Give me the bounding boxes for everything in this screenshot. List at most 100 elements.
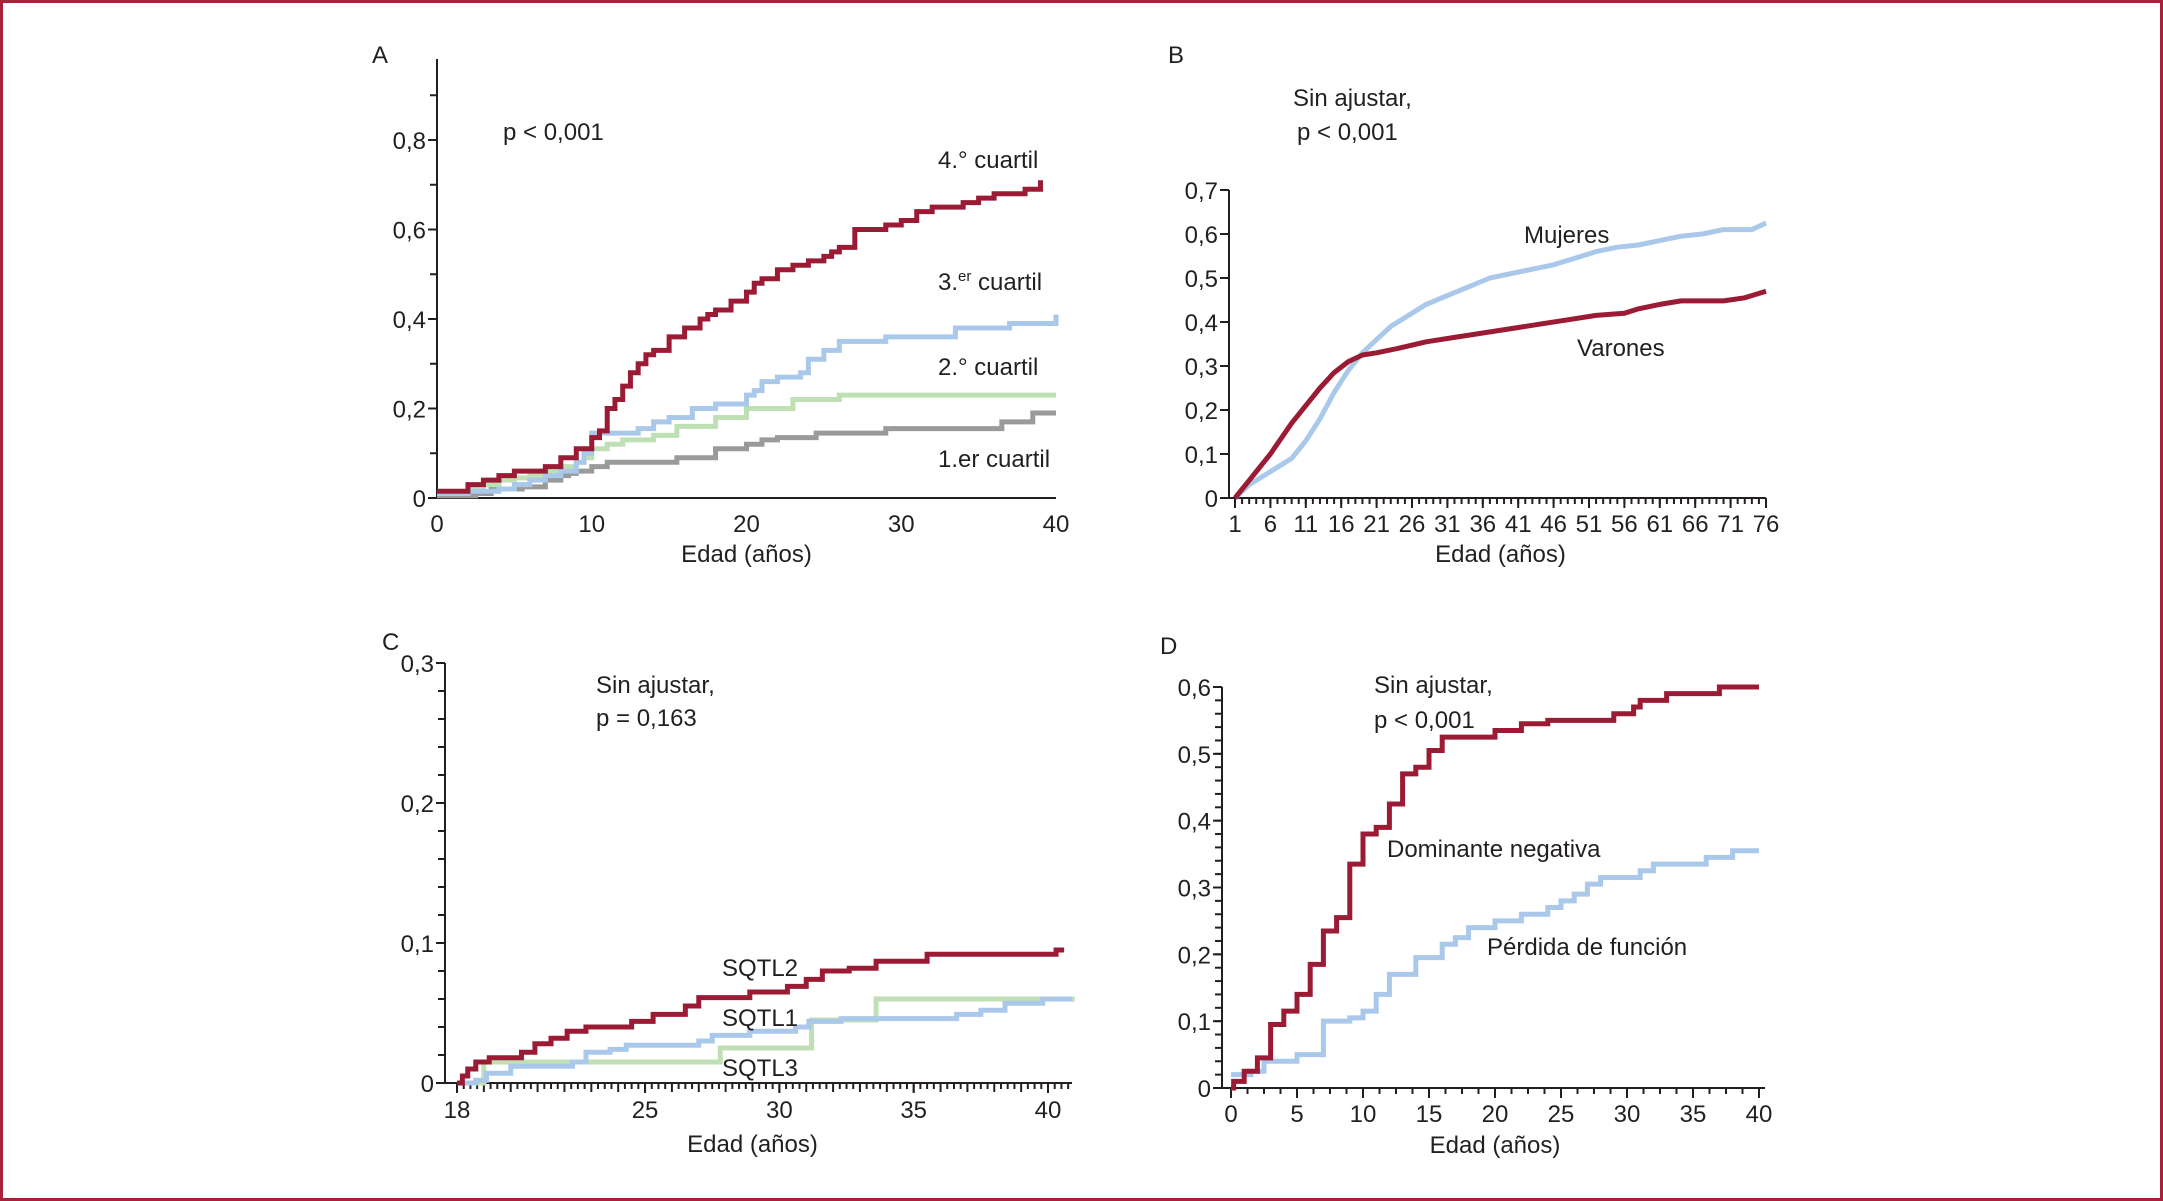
x-tick-label: 71	[1717, 511, 1744, 538]
y-tick-label: 0,1	[1178, 1009, 1211, 1036]
y-tick-label: 0,3	[401, 651, 434, 678]
series-line-p-rdida-de-funci-n	[1231, 848, 1759, 1078]
y-tick-label: 0,5	[1178, 742, 1211, 769]
series-label: Dominante negativa	[1387, 836, 1601, 863]
x-tick-label: 20	[733, 511, 760, 538]
x-tick-label: 76	[1753, 511, 1780, 538]
series-label-base: 3.	[938, 269, 958, 296]
x-tick-label: 40	[1035, 1097, 1062, 1124]
x-tick-label: 10	[578, 511, 605, 538]
y-tick-label: 0,7	[1185, 178, 1218, 205]
y-tick-label: 0,2	[1185, 398, 1218, 425]
x-tick-label: 26	[1399, 511, 1426, 538]
series-label: SQTL3	[722, 1055, 798, 1082]
y-tick-label: 0,8	[393, 128, 426, 155]
x-tick-label: 30	[766, 1097, 793, 1124]
y-tick-label: 0	[413, 486, 426, 513]
x-tick-label: 0	[1224, 1101, 1237, 1128]
series-label: 1.er cuartil	[938, 446, 1050, 473]
panel-b-sexo: B00,10,20,30,40,50,60,71 6 11 16 21 26 31 36 41 4…	[1168, 42, 1779, 568]
x-tick-label: 40	[1746, 1101, 1773, 1128]
x-axis-label: Edad (años)	[681, 541, 812, 568]
y-tick-label: 0,5	[1185, 266, 1218, 293]
x-tick-label: 35	[1680, 1101, 1707, 1128]
series-label: SQTL2	[722, 955, 798, 982]
x-tick-label: 11	[1293, 511, 1318, 538]
x-tick-label: 1	[1228, 511, 1241, 538]
x-tick-label: 0	[430, 511, 443, 538]
p-value-annotation: p = 0,163	[596, 705, 697, 732]
series-line-3-er-cuartil	[437, 314, 1059, 497]
x-axis-label: Edad (años)	[687, 1131, 818, 1158]
y-tick-label: 0,4	[1185, 310, 1218, 337]
p-value-annotation: p < 0,001	[1297, 119, 1398, 146]
series-label-sup: er	[958, 268, 971, 285]
x-tick-label: 30	[888, 511, 915, 538]
y-tick-label: 0,4	[393, 307, 426, 334]
y-tick-label: 0,2	[393, 397, 426, 424]
panel-c-sqtl: C 0 0,1 0,2 0,3 18 25 30 35 40 Edad (años) Sin ajus…	[382, 629, 1075, 1158]
panel-letter: C	[382, 629, 399, 656]
series-label: 2.° cuartil	[938, 354, 1038, 381]
x-tick-label: 66	[1682, 511, 1709, 538]
x-tick-label: 36	[1469, 511, 1496, 538]
series-line-mujeres	[1233, 220, 1768, 500]
y-tick-label: 0	[421, 1071, 434, 1098]
series-line-sqtl3	[457, 996, 1075, 1086]
series-line-2-cuartil	[437, 392, 1056, 497]
y-tick-label: 0,2	[401, 791, 434, 818]
y-tick-label: 0,4	[1178, 809, 1211, 836]
y-tick-label: 0,6	[393, 218, 426, 245]
series-label: Mujeres	[1524, 222, 1609, 249]
p-value-annotation: Sin ajustar,	[596, 672, 715, 699]
p-value-annotation: p < 0,001	[503, 119, 604, 146]
x-tick-label: 56	[1611, 511, 1638, 538]
series-line-varones	[1233, 288, 1767, 500]
p-value-annotation: p < 0,001	[1374, 707, 1475, 734]
series-label: Varones	[1577, 335, 1665, 362]
x-tick-label: 16	[1328, 511, 1355, 538]
x-axis-label: Edad (años)	[1430, 1132, 1561, 1159]
y-tick-label: 0	[1205, 486, 1218, 513]
x-tick-label: 40	[1043, 511, 1070, 538]
y-tick-label: 0,3	[1178, 876, 1211, 903]
x-tick-label: 18	[444, 1097, 471, 1124]
series-label: 3.er cuartil	[938, 268, 1042, 296]
x-tick-label: 6	[1264, 511, 1277, 538]
p-value-annotation: Sin ajustar,	[1374, 672, 1493, 699]
series-label-rest: cuartil	[971, 269, 1042, 296]
panel-a-cuartiles: A 0 0,2 0,4 0,6 0,8 0 10 20 30 40 Edad (años) p < 0,…	[372, 42, 1069, 568]
series-line-4-cuartil	[437, 180, 1044, 494]
y-tick-label: 0,6	[1178, 675, 1211, 702]
x-tick-label: 25	[632, 1097, 659, 1124]
y-tick-label: 0,1	[1185, 442, 1218, 469]
x-tick-label: 20	[1482, 1101, 1509, 1128]
y-tick-label: 0,6	[1185, 222, 1218, 249]
series-line-sqtl1	[457, 996, 1073, 1086]
series-line-dominante-negativa	[1231, 684, 1759, 1091]
panel-letter: A	[372, 42, 388, 69]
panel-letter: D	[1160, 633, 1177, 660]
x-tick-label: 10	[1350, 1101, 1377, 1128]
series-line-sqtl2	[457, 947, 1065, 1086]
x-tick-label: 5	[1290, 1101, 1303, 1128]
x-tick-label: 15	[1416, 1101, 1443, 1128]
x-tick-label: 61	[1646, 511, 1673, 538]
y-tick-label: 0,2	[1178, 942, 1211, 969]
x-tick-label: 35	[900, 1097, 927, 1124]
x-tick-label: 30	[1614, 1101, 1641, 1128]
x-tick-label: 41	[1505, 511, 1532, 538]
x-tick-label: 46	[1540, 511, 1567, 538]
y-tick-label: 0,1	[401, 931, 434, 958]
x-tick-label: 21	[1363, 511, 1390, 538]
series-label: 4.° cuartil	[938, 147, 1038, 174]
p-value-annotation: Sin ajustar,	[1293, 85, 1412, 112]
panel-d-mutacion: D 0 0,1 0,2 0,3 0,4 0,5 0,6 0 5 10 15 20 25 30 35 40 Edad…	[1160, 633, 1772, 1159]
series-label: Pérdida de función	[1487, 934, 1687, 961]
x-tick-label: 51	[1576, 511, 1603, 538]
x-tick-label: 31	[1434, 511, 1461, 538]
panel-letter: B	[1168, 42, 1184, 69]
x-axis-label: Edad (años)	[1435, 541, 1566, 568]
